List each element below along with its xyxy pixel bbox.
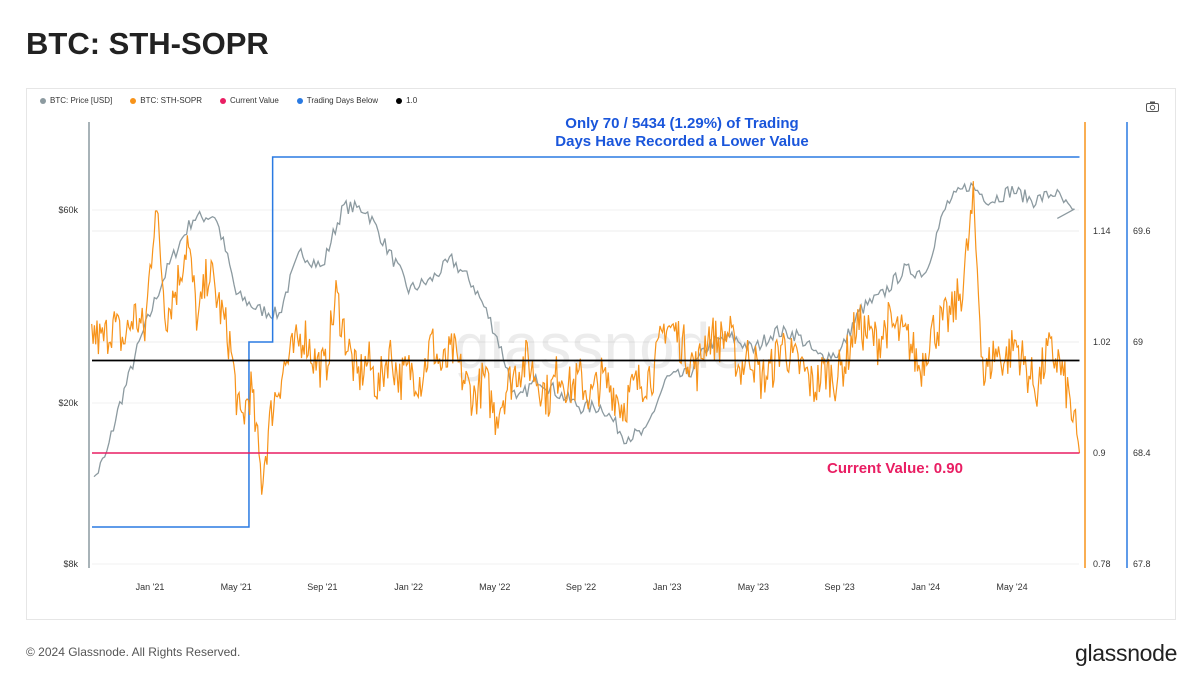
page-title: BTC: STH-SOPR [26,26,269,61]
y-sopr-tick-label: 1.14 [1093,226,1111,236]
x-tick-label: Jan '23 [653,582,682,592]
x-tick-label: Jan '24 [911,582,940,592]
price-line [93,181,1075,478]
legend-label: Trading Days Below [306,96,379,105]
annotation-line-2: Days Have Recorded a Lower Value [555,133,808,150]
x-tick-label: May '22 [479,582,510,592]
x-tick-label: Jan '21 [136,582,165,592]
legend-item-days[interactable]: Trading Days Below [296,96,379,105]
copyright: © 2024 Glassnode. All Rights Reserved. [26,645,241,659]
sopr-line [91,181,1081,495]
x-tick-label: Sep '23 [824,582,854,592]
glassnode-logo: glassnode [1075,640,1178,666]
y-sopr-tick-label: 0.78 [1093,559,1111,569]
x-tick-label: Sep '22 [566,582,596,592]
legend-item-one[interactable]: 1.0 [396,96,417,105]
chart-container [26,88,1176,620]
legend-label: BTC: Price [USD] [50,96,113,105]
trading-days-line [92,156,1080,528]
y-left-tick-label: $20k [58,398,78,408]
legend-label: BTC: STH-SOPR [140,96,203,105]
y-sopr-tick-label: 1.02 [1093,337,1111,347]
legend-item-current[interactable]: Current Value [220,96,279,105]
legend-label: 1.0 [406,96,418,105]
y-sopr-tick-label: 0.9 [1093,448,1106,458]
legend-item-price[interactable]: BTC: Price [USD] [40,96,112,105]
y-days-tick-label: 67.8 [1133,559,1151,569]
x-tick-label: Sep '21 [307,582,337,592]
watermark: glassnode [454,310,746,382]
y-days-tick-label: 68.4 [1133,448,1151,458]
y-days-tick-label: 69 [1133,337,1143,347]
x-tick-label: May '23 [738,582,769,592]
y-days-tick-label: 69.6 [1133,226,1151,236]
y-left-tick-label: $60k [58,205,78,215]
annotation-line-1: Only 70 / 5434 (1.29%) of Trading [565,115,798,132]
current-value-annotation: Current Value: 0.90 [827,460,963,477]
x-tick-label: May '21 [221,582,252,592]
legend-item-sopr[interactable]: BTC: STH-SOPR [130,96,202,105]
chart-legend: BTC: Price [USD] BTC: STH-SOPR Current V… [40,96,417,105]
x-tick-label: Jan '22 [394,582,423,592]
camera-icon[interactable] [1146,99,1159,117]
legend-label: Current Value [230,96,279,105]
x-tick-label: May '24 [996,582,1027,592]
y-left-tick-label: $8k [63,559,78,569]
